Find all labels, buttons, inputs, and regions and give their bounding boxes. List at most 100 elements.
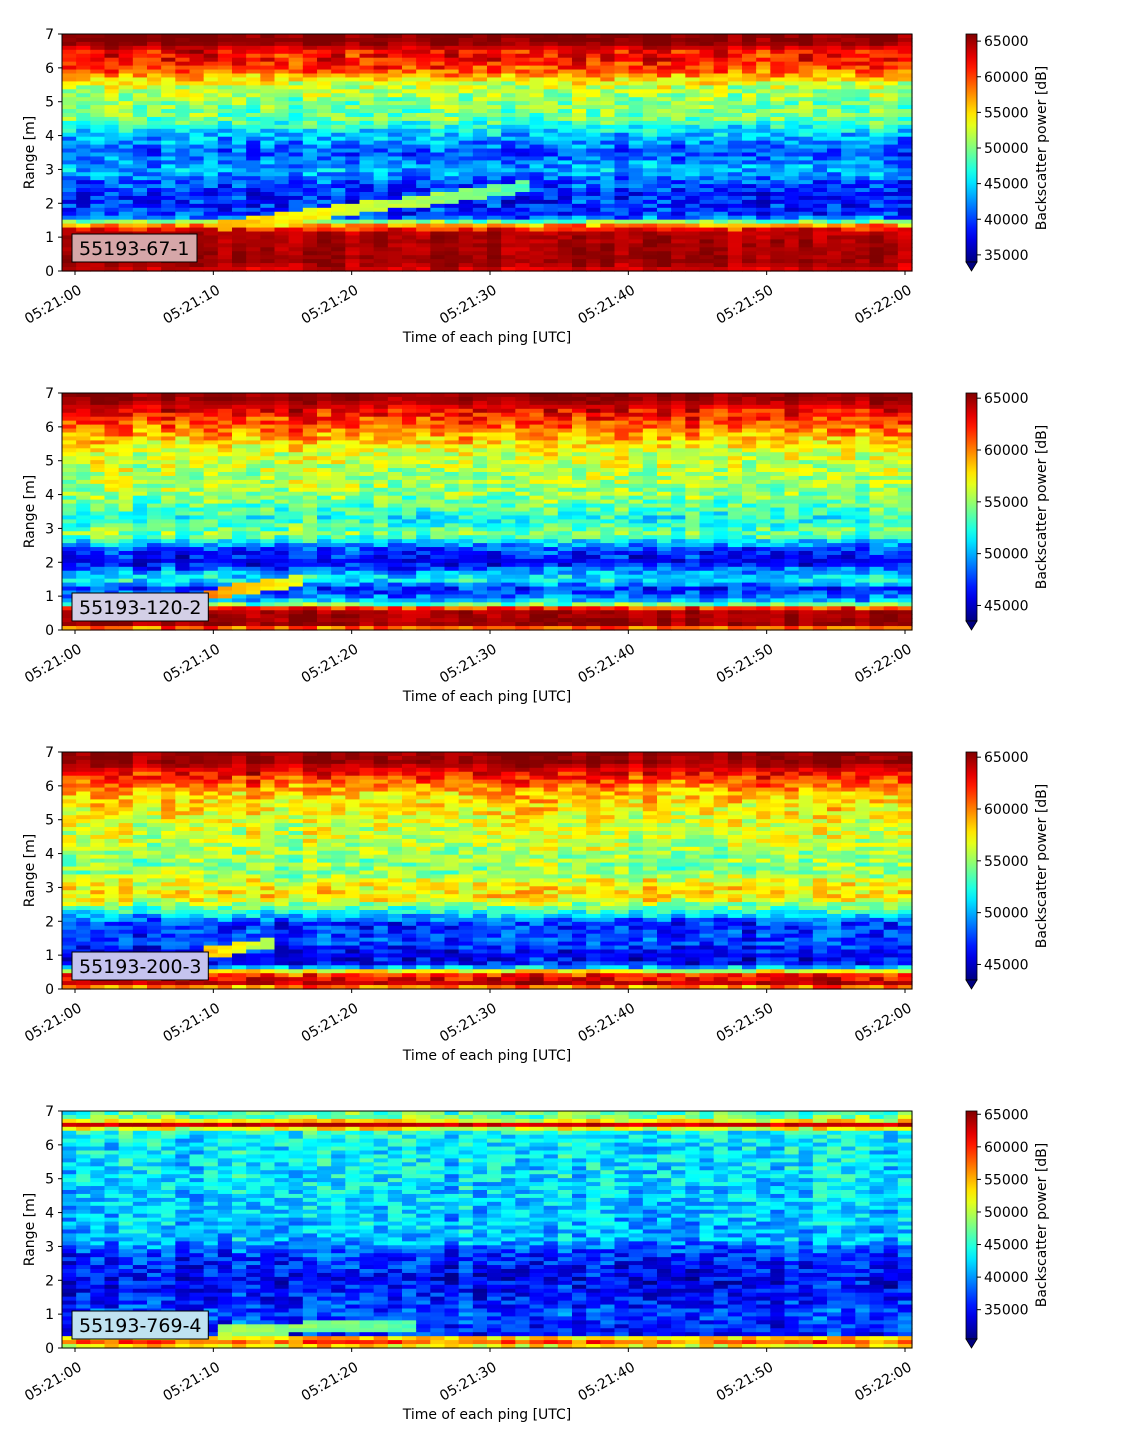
heatmap-cell [501,199,516,205]
heatmap-cell [76,34,91,39]
heatmap-cell [175,227,191,233]
heatmap-cell [246,626,261,631]
heatmap-cell [614,101,630,106]
heatmap-cell [699,223,715,229]
heatmap-cell [685,109,701,114]
heatmap-cell [458,45,474,51]
heatmap-cell [671,239,686,244]
heatmap-cell [331,475,346,481]
heatmap-cell [90,570,106,576]
heatmap-cell [62,160,77,165]
heatmap-cell [331,144,346,150]
heatmap-cell [246,243,261,248]
heatmap-cell [62,404,77,410]
heatmap-cell [827,124,842,130]
heatmap-cell [770,172,786,177]
heatmap-cell [529,57,545,63]
heatmap-cell [260,618,276,623]
heatmap-cell [756,37,771,43]
heatmap-cell [90,203,106,209]
heatmap-cell [246,547,261,552]
heatmap-cell [90,539,106,544]
heatmap-cell [586,97,601,102]
heatmap-cell [373,239,389,244]
heatmap-cell [104,113,120,118]
heatmap-cell [118,199,134,205]
heatmap-cell [727,109,743,114]
heatmap-cell [62,511,77,517]
heatmap-cell [756,49,771,55]
heatmap-cell [288,475,304,481]
heatmap-cell [232,487,247,493]
heatmap-cell [557,227,573,233]
heatmap-cell [118,73,134,79]
heatmap-cell [444,259,460,264]
heatmap-cell [203,503,219,509]
heatmap-cell [572,61,587,67]
heatmap-cell [189,89,205,94]
heatmap-cell [827,207,842,213]
heatmap-cell [784,61,800,67]
heatmap-cell [246,101,261,106]
heatmap-cell [515,57,531,63]
heatmap-cell [742,247,757,252]
heatmap-cell [642,164,658,169]
heatmap-cell [373,81,389,86]
heatmap-cell [274,562,290,568]
heatmap-cell [387,101,403,106]
heatmap-cell [161,73,176,79]
heatmap-cell [62,428,77,434]
heatmap-cell [90,73,106,79]
heatmap-cell [189,582,205,588]
heatmap-cell [217,622,233,627]
heatmap-cell [685,188,701,193]
heatmap-cell [62,81,77,86]
heatmap-cell [855,113,871,118]
heatmap-cell [713,85,729,90]
heatmap-cell [657,160,672,165]
y-tick-label: 0 [45,264,54,280]
heatmap-cell [402,81,417,86]
heatmap-cell [784,267,800,272]
heatmap-cell [132,420,148,426]
heatmap-cell [699,97,715,102]
heatmap-cell [147,515,162,520]
heatmap-cell [132,120,148,126]
heatmap-cell [260,243,276,248]
heatmap-cell [869,140,885,146]
heatmap-cell [869,37,885,43]
heatmap-cell [359,164,375,169]
heatmap-cell [444,136,460,142]
heatmap-cell [118,460,134,465]
heatmap-cell [444,243,460,248]
heatmap-cell [260,444,276,449]
heatmap-cell [62,65,77,71]
heatmap-cell [189,124,205,130]
heatmap-cell [147,483,162,489]
heatmap-cell [543,69,559,75]
heatmap-cell [232,49,247,55]
heatmap-cell [260,61,276,67]
heatmap-cell [331,614,346,619]
heatmap-cell [147,101,162,106]
heatmap-cell [515,192,531,197]
x-tick-label: 05:21:10 [160,282,222,327]
heatmap-cell [458,259,474,264]
heatmap-cell [373,172,389,177]
heatmap-cell [416,231,431,237]
heatmap-cell [274,598,290,603]
heatmap-cell [62,503,77,509]
heatmap-cell [827,37,842,43]
heatmap-cell [883,251,899,256]
heatmap-cell [359,511,375,517]
heatmap-cell [798,113,814,118]
heatmap-cell [260,57,276,63]
heatmap-cell [331,243,346,248]
heatmap-cell [302,408,318,414]
heatmap-cell [161,475,176,481]
heatmap-cell [345,235,361,240]
heatmap-cell [586,180,601,185]
heatmap-cell [288,57,304,63]
heatmap-cell [331,136,346,142]
heatmap-cell [217,207,233,213]
